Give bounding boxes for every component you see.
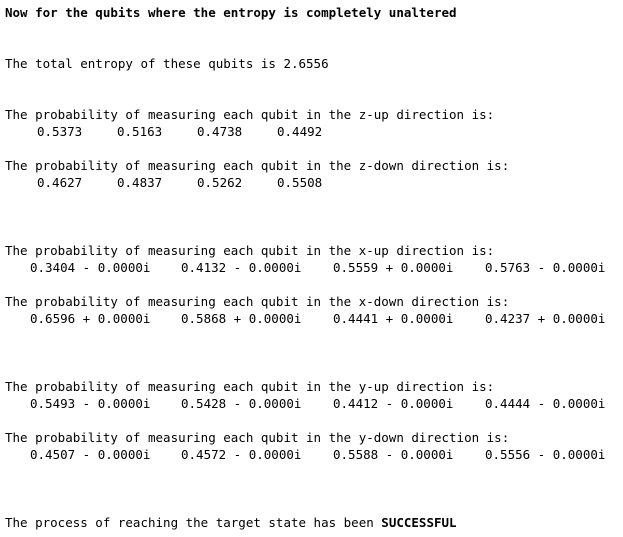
x-up-label: The probability of measuring each qubit … (5, 243, 495, 258)
x-up-value-4: 0.5763 - 0.0000i (485, 260, 606, 275)
z-down-value-1: 0.4627 (37, 175, 83, 190)
x-up-values: 0.3404 - 0.0000i 0.4132 - 0.0000i 0.5559… (30, 260, 620, 275)
x-down-values: 0.6596 + 0.0000i 0.5868 + 0.0000i 0.4441… (30, 311, 620, 326)
y-up-value-1: 0.5493 - 0.0000i (30, 396, 151, 411)
y-down-value-3: 0.5588 - 0.0000i (333, 447, 454, 462)
z-up-label: The probability of measuring each qubit … (5, 107, 495, 122)
y-down-value-4: 0.5556 - 0.0000i (485, 447, 606, 462)
z-up-value-4: 0.4492 (277, 124, 323, 139)
z-down-label: The probability of measuring each qubit … (5, 158, 510, 173)
y-down-value-2: 0.4572 - 0.0000i (181, 447, 302, 462)
z-down-value-2: 0.4837 (117, 175, 163, 190)
y-down-value-1: 0.4507 - 0.0000i (30, 447, 151, 462)
y-down-values: 0.4507 - 0.0000i 0.4572 - 0.0000i 0.5588… (30, 447, 620, 462)
result-prefix: The process of reaching the target state… (5, 515, 382, 530)
x-down-value-2: 0.5868 + 0.0000i (181, 311, 302, 326)
result-line: The process of reaching the target state… (5, 515, 457, 530)
total-entropy-line: The total entropy of these qubits is 2.6… (5, 56, 329, 71)
result-status: SUCCESSFUL (381, 515, 457, 530)
z-down-value-3: 0.5262 (197, 175, 243, 190)
z-up-value-1: 0.5373 (37, 124, 83, 139)
z-up-values: 0.5373 0.5163 0.4738 0.4492 (37, 124, 597, 139)
x-up-value-2: 0.4132 - 0.0000i (181, 260, 302, 275)
z-down-values: 0.4627 0.4837 0.5262 0.5508 (37, 175, 597, 190)
x-down-value-3: 0.4441 + 0.0000i (333, 311, 454, 326)
x-down-value-4: 0.4237 + 0.0000i (485, 311, 606, 326)
z-down-value-4: 0.5508 (277, 175, 323, 190)
y-up-value-2: 0.5428 - 0.0000i (181, 396, 302, 411)
y-up-value-3: 0.4412 - 0.0000i (333, 396, 454, 411)
x-down-label: The probability of measuring each qubit … (5, 294, 510, 309)
y-up-values: 0.5493 - 0.0000i 0.5428 - 0.0000i 0.4412… (30, 396, 620, 411)
y-down-label: The probability of measuring each qubit … (5, 430, 510, 445)
y-up-value-4: 0.4444 - 0.0000i (485, 396, 606, 411)
x-up-value-3: 0.5559 + 0.0000i (333, 260, 454, 275)
y-up-label: The probability of measuring each qubit … (5, 379, 495, 394)
z-up-value-3: 0.4738 (197, 124, 243, 139)
x-up-value-1: 0.3404 - 0.0000i (30, 260, 151, 275)
x-down-value-1: 0.6596 + 0.0000i (30, 311, 151, 326)
z-up-value-2: 0.5163 (117, 124, 163, 139)
section-heading: Now for the qubits where the entropy is … (5, 5, 457, 20)
